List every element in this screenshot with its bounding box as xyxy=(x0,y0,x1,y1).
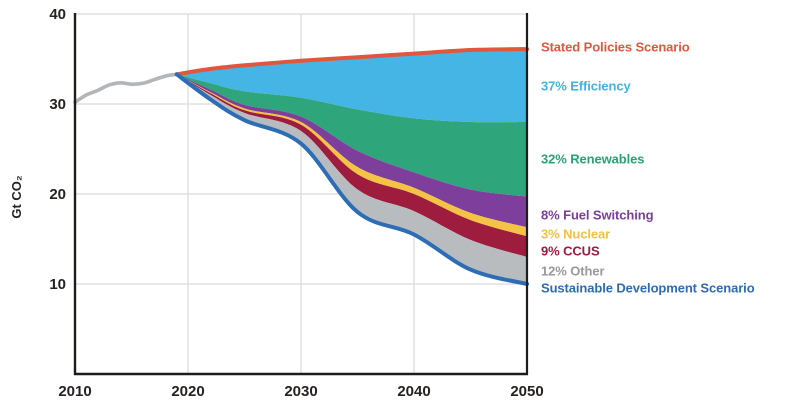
area-9-ccus xyxy=(176,74,527,257)
y-tick-label: 20 xyxy=(49,186,66,203)
x-tick-label: 2040 xyxy=(397,383,430,400)
y-tick-label: 40 xyxy=(49,6,66,23)
historical-line xyxy=(73,72,179,104)
x-tick-label: 2050 xyxy=(510,383,543,400)
y-tick-label: 30 xyxy=(49,96,66,113)
line-sustainable-development-scenario xyxy=(174,72,529,286)
area-3-nuclear xyxy=(176,74,527,237)
x-tick-label: 2010 xyxy=(58,383,91,400)
x-tick-label: 2020 xyxy=(171,383,204,400)
y-axis-title: Gt CO₂ xyxy=(9,175,24,219)
area-37-efficiency xyxy=(176,49,527,123)
area-8-fuel-switching xyxy=(176,74,527,228)
y-tick-label: 10 xyxy=(49,276,66,293)
line-stated-policies-scenario xyxy=(174,47,529,77)
x-tick-label: 2030 xyxy=(284,383,317,400)
area-32-renewables xyxy=(176,74,527,197)
